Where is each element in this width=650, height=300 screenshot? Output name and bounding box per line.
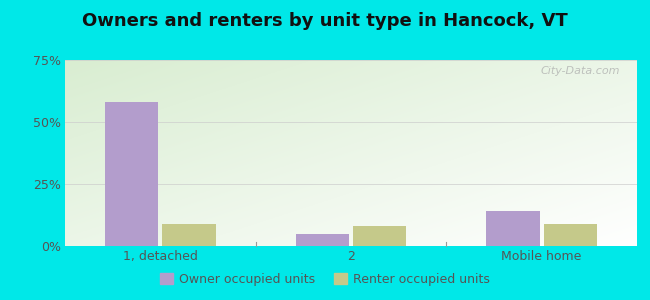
Bar [162,224,216,246]
Bar [543,224,597,246]
Bar [486,211,540,246]
Text: Owners and renters by unit type in Hancock, VT: Owners and renters by unit type in Hanco… [82,12,568,30]
Legend: Owner occupied units, Renter occupied units: Owner occupied units, Renter occupied un… [155,268,495,291]
Bar [296,234,349,246]
Text: City-Data.com: City-Data.com [540,66,620,76]
Bar [353,226,406,246]
Bar [105,102,159,246]
